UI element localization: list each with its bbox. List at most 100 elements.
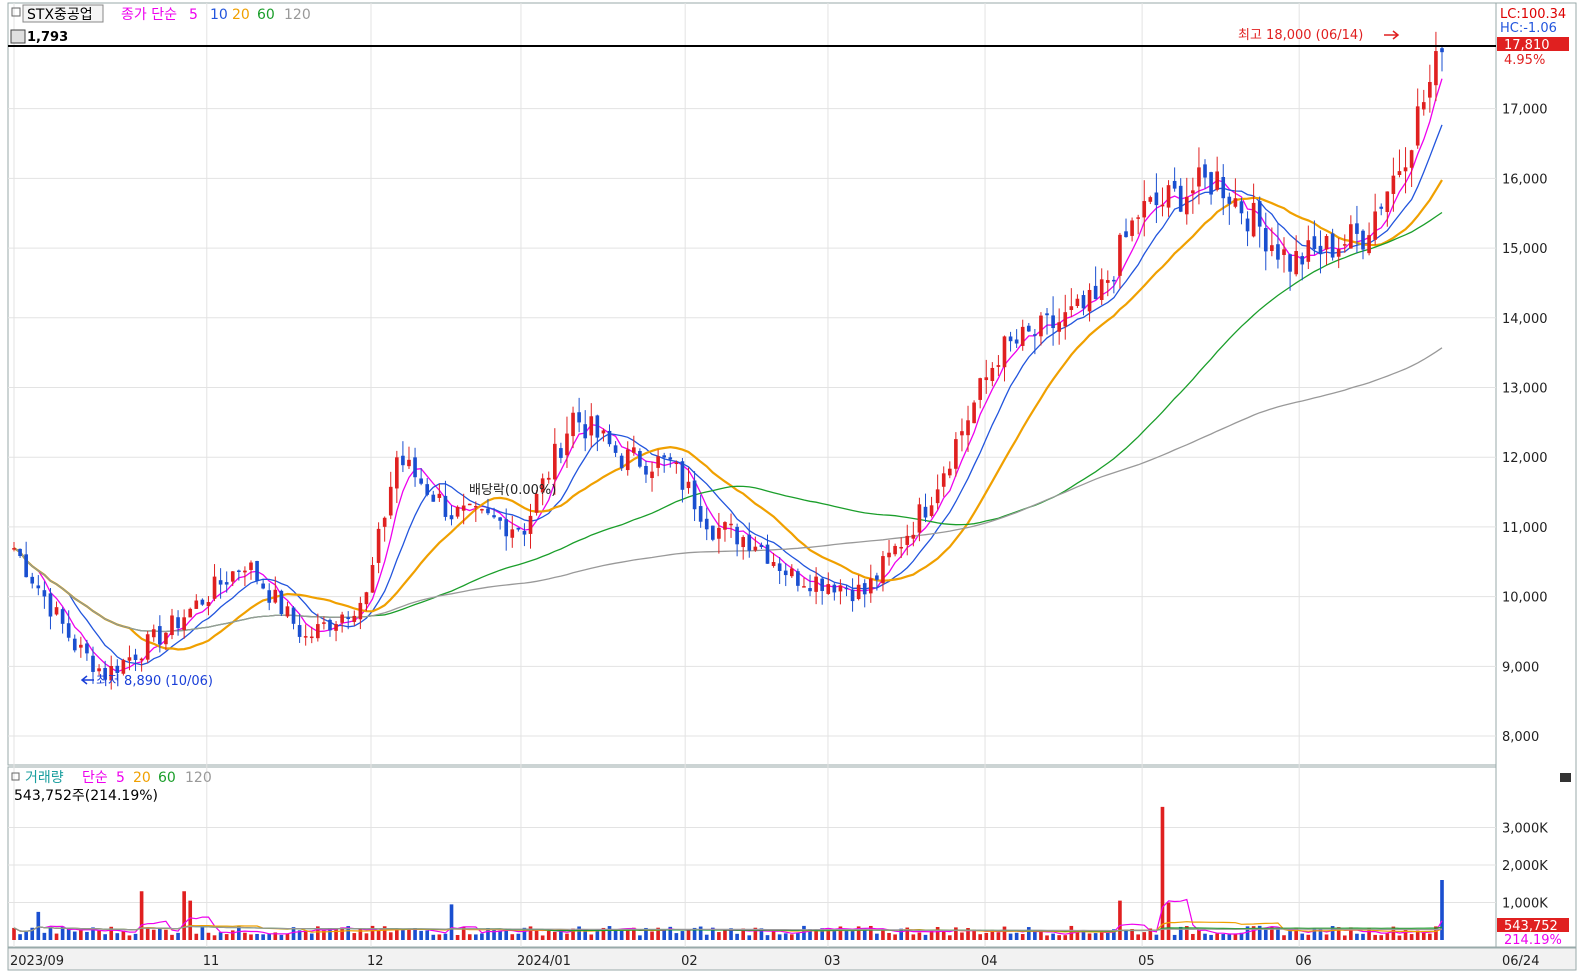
candle[interactable]	[91, 646, 95, 684]
candle[interactable]	[941, 466, 946, 497]
candle[interactable]	[1002, 335, 1007, 382]
volume-bar[interactable]	[279, 934, 284, 940]
candle[interactable]	[194, 594, 199, 609]
candle[interactable]	[765, 534, 770, 564]
volume-bar[interactable]	[1300, 933, 1305, 940]
volume-bar[interactable]	[765, 935, 770, 940]
volume-bar[interactable]	[170, 934, 174, 940]
candle[interactable]	[1391, 157, 1396, 212]
volume-bar[interactable]	[1397, 935, 1402, 940]
candle[interactable]	[1379, 203, 1384, 216]
candle[interactable]	[1039, 312, 1043, 346]
volume-bar[interactable]	[1057, 935, 1061, 940]
volume-bar[interactable]	[1172, 934, 1177, 940]
volume-bar[interactable]	[1142, 932, 1147, 940]
volume-bar[interactable]	[1257, 925, 1262, 940]
candle[interactable]	[1233, 178, 1238, 209]
volume-bar[interactable]	[692, 927, 697, 940]
volume-bar[interactable]	[97, 930, 101, 940]
volume-bar[interactable]	[650, 931, 654, 940]
volume-bar[interactable]	[826, 929, 831, 940]
candle[interactable]	[85, 639, 89, 661]
volume-bar[interactable]	[364, 933, 369, 940]
candle[interactable]	[170, 608, 174, 640]
candle[interactable]	[1245, 211, 1250, 247]
panel-toggle-icon[interactable]	[11, 7, 21, 17]
candle[interactable]	[1312, 220, 1317, 255]
candle[interactable]	[261, 578, 265, 590]
volume-bar[interactable]	[164, 929, 168, 940]
volume-bar[interactable]	[1184, 926, 1189, 940]
volume-bar[interactable]	[30, 927, 35, 940]
volume-bar[interactable]	[783, 933, 788, 940]
candle[interactable]	[121, 658, 126, 676]
volume-bar[interactable]	[571, 928, 575, 940]
volume-bar[interactable]	[947, 935, 952, 940]
volume-bar[interactable]	[1239, 932, 1244, 940]
volume-bar[interactable]	[771, 929, 776, 940]
volume-bar[interactable]	[583, 930, 588, 940]
candle[interactable]	[1221, 164, 1226, 216]
candle[interactable]	[30, 572, 35, 589]
candle[interactable]	[1428, 64, 1432, 113]
candle[interactable]	[650, 461, 654, 492]
volume-bar[interactable]	[1221, 934, 1226, 940]
candle[interactable]	[480, 508, 484, 514]
volume-bar[interactable]	[789, 934, 794, 940]
volume-bar[interactable]	[875, 933, 879, 940]
volume-bar[interactable]	[625, 928, 630, 940]
volume-bar[interactable]	[1045, 935, 1049, 940]
volume-bar[interactable]	[139, 891, 144, 940]
volume-bar[interactable]	[243, 932, 247, 940]
volume-bar[interactable]	[346, 926, 351, 940]
candle[interactable]	[534, 490, 539, 516]
volume-bar[interactable]	[935, 926, 940, 940]
candle[interactable]	[72, 634, 77, 653]
volume-bar[interactable]	[674, 933, 679, 940]
volume-bar[interactable]	[546, 930, 551, 940]
volume-bar[interactable]	[1081, 931, 1086, 940]
candle[interactable]	[309, 626, 314, 644]
candle[interactable]	[340, 611, 344, 633]
candle[interactable]	[723, 521, 727, 542]
volume-bar[interactable]	[656, 927, 660, 940]
candle[interactable]	[583, 410, 588, 452]
volume-bar[interactable]	[36, 911, 41, 940]
volume-bar[interactable]	[704, 934, 709, 940]
volume-bar[interactable]	[613, 929, 618, 940]
volume-bar[interactable]	[1251, 926, 1256, 940]
volume-bar[interactable]	[1367, 927, 1371, 940]
volume-bar[interactable]	[862, 928, 867, 940]
volume-bar[interactable]	[66, 928, 71, 940]
volume-bar[interactable]	[474, 934, 478, 940]
volume-bar[interactable]	[978, 934, 982, 940]
candle[interactable]	[717, 512, 721, 554]
volume-bar[interactable]	[1178, 926, 1183, 940]
candle[interactable]	[504, 508, 509, 551]
volume-bar[interactable]	[887, 932, 891, 940]
volume-bar[interactable]	[1336, 927, 1341, 940]
candle[interactable]	[212, 564, 217, 602]
volume-bar[interactable]	[1203, 933, 1207, 940]
volume-bar[interactable]	[1130, 929, 1134, 940]
candle[interactable]	[206, 596, 211, 616]
candle[interactable]	[808, 574, 812, 597]
volume-bar[interactable]	[322, 929, 326, 940]
volume-bar[interactable]	[158, 928, 162, 940]
volume-bar[interactable]	[717, 932, 721, 940]
stock-name-box[interactable]	[22, 4, 104, 23]
candle[interactable]	[328, 618, 332, 637]
volume-bar[interactable]	[1063, 935, 1068, 940]
volume-bar[interactable]	[133, 933, 138, 940]
candle[interactable]	[571, 406, 575, 449]
volume-bar[interactable]	[559, 929, 563, 940]
volume-bar[interactable]	[382, 926, 387, 940]
volume-bar[interactable]	[395, 928, 399, 940]
candle[interactable]	[1263, 212, 1268, 271]
candle[interactable]	[291, 606, 296, 630]
volume-bar[interactable]	[1379, 935, 1384, 940]
candle[interactable]	[1415, 88, 1420, 149]
candle[interactable]	[1142, 180, 1147, 237]
volume-bar[interactable]	[1324, 934, 1329, 940]
candle[interactable]	[1421, 89, 1426, 116]
